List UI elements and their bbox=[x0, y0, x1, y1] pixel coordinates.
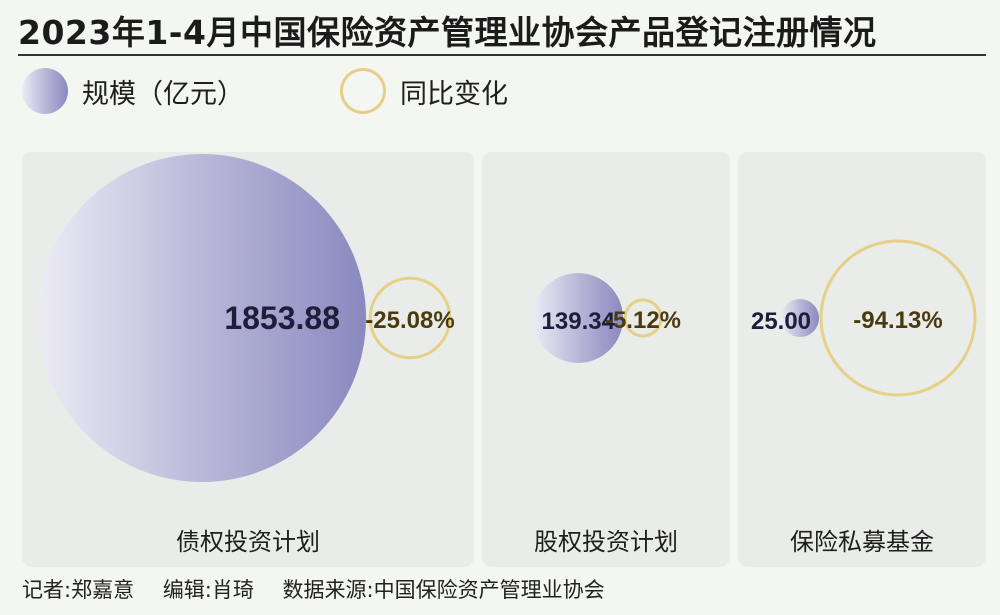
legend-size: 规模（亿元） bbox=[22, 68, 244, 114]
legend-size-swatch bbox=[22, 68, 68, 114]
change-ring bbox=[819, 239, 977, 397]
footer-reporter: 记者:郑嘉意 bbox=[22, 578, 135, 602]
category-label: 股权投资计划 bbox=[534, 528, 678, 556]
legend-size-label: 规模（亿元） bbox=[82, 78, 244, 110]
panel-equity-plan bbox=[482, 152, 730, 567]
size-bubble bbox=[533, 273, 623, 363]
change-value-label: -25.08% bbox=[365, 307, 454, 334]
size-value-label: 1853.88 bbox=[224, 300, 340, 336]
legend-change: 同比变化 bbox=[340, 68, 508, 114]
size-value-label: 25.00 bbox=[751, 308, 811, 335]
legend-change-swatch bbox=[340, 68, 386, 114]
legend-change-label: 同比变化 bbox=[400, 78, 508, 110]
chart-title: 2023年1-4月中国保险资产管理业协会产品登记注册情况 bbox=[18, 13, 877, 52]
change-value-label: -94.13% bbox=[853, 307, 942, 334]
footer: 记者:郑嘉意 编辑:肖琦 数据来源:中国保险资产管理业协会 bbox=[22, 574, 627, 604]
category-label: 债权投资计划 bbox=[176, 528, 320, 556]
change-ring bbox=[623, 298, 663, 338]
change-value-label: -5.12% bbox=[605, 307, 681, 334]
footer-editor: 编辑:肖琦 bbox=[162, 578, 254, 602]
footer-source: 数据来源:中国保险资产管理业协会 bbox=[282, 578, 605, 602]
panel-private-fund bbox=[738, 152, 986, 567]
change-ring bbox=[368, 276, 452, 360]
size-bubble bbox=[38, 154, 366, 482]
size-bubble bbox=[780, 298, 820, 338]
size-value-label: 139.34 bbox=[542, 308, 616, 335]
category-label: 保险私募基金 bbox=[790, 528, 934, 556]
title-divider bbox=[18, 54, 986, 56]
